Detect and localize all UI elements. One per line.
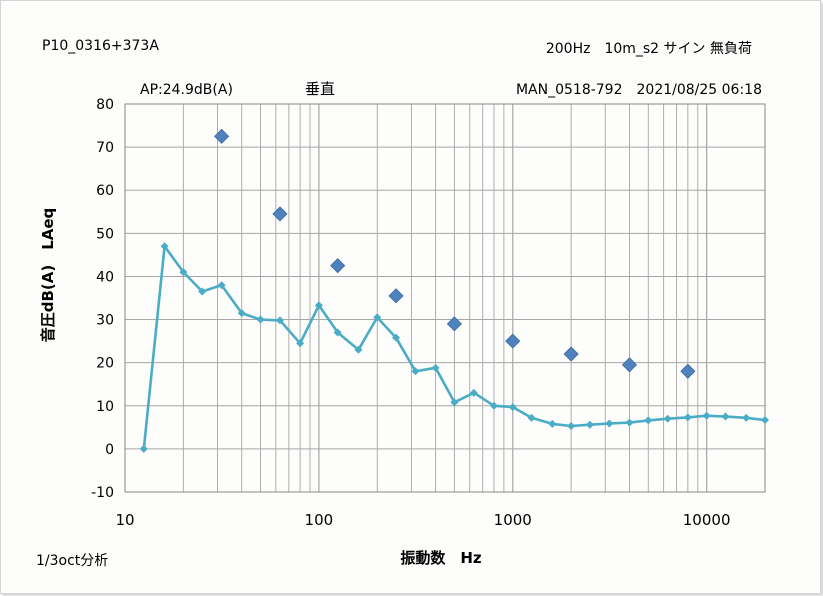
reference-point: [330, 258, 346, 274]
footer-left: 1/3oct分析: [36, 553, 108, 569]
series-point: [683, 413, 692, 422]
series-point: [314, 301, 323, 310]
x-tick-labels: 10 100 1000 10000: [115, 511, 730, 529]
series-point: [139, 444, 148, 453]
series-point: [450, 398, 459, 407]
series-point: [411, 367, 420, 376]
plot-area: [124, 103, 766, 493]
series-point: [585, 420, 594, 429]
series-point: [333, 328, 342, 337]
series-point: [237, 309, 246, 318]
reference-point: [621, 357, 638, 373]
reference-point: [563, 346, 579, 362]
series-point: [663, 414, 672, 423]
header-sub-mid: 垂直: [305, 80, 335, 98]
series-point: [527, 413, 536, 422]
y-tick-label: -10: [91, 485, 114, 501]
y-tick-label: 60: [96, 183, 114, 199]
reference-point: [388, 288, 404, 304]
series-point: [702, 411, 711, 420]
reference-point: [680, 363, 696, 379]
series-point: [392, 333, 401, 342]
series-point: [508, 403, 517, 412]
y-tick-label: 80: [96, 97, 114, 113]
header-top-left: P10_0316+373A: [42, 38, 159, 54]
series-point: [373, 313, 382, 322]
series-point: [548, 419, 557, 428]
reference-point: [446, 316, 462, 332]
header-top-right: 200Hz 10m_s2 サイン 無負荷: [546, 41, 752, 57]
series-point: [742, 413, 751, 422]
series-point: [296, 339, 305, 348]
series-point: [217, 281, 226, 290]
series-point: [605, 419, 614, 428]
series-layer: [139, 128, 769, 453]
y-tick-label: 70: [96, 140, 114, 156]
x-tick-label: 10: [115, 511, 134, 529]
series-point: [431, 363, 440, 372]
y-tick-label: 50: [96, 226, 114, 242]
y-tick-labels: -10 0 10 20 30 40 50 60 70 80: [91, 97, 114, 501]
y-grid: [125, 103, 765, 493]
y-tick-label: 30: [96, 313, 114, 329]
header-sub-right: MAN_0518-792 2021/08/25 06:18: [516, 82, 762, 98]
y-tick-label: 0: [105, 442, 114, 458]
series-point: [567, 422, 576, 431]
series-point: [256, 315, 265, 324]
series-point: [489, 401, 498, 410]
x-axis-label: 振動数 Hz: [400, 549, 482, 567]
series-point: [721, 412, 730, 421]
reference-point: [505, 333, 521, 349]
reference-point: [272, 206, 288, 222]
series-point: [198, 287, 207, 296]
series-point: [275, 316, 284, 325]
x-tick-label: 10000: [683, 511, 731, 529]
y-axis-label: 音圧dB(A) LAeq: [39, 208, 57, 343]
series-point: [469, 388, 478, 397]
reference-point: [214, 128, 230, 144]
y-tick-label: 10: [96, 399, 114, 415]
header-sub-left: AP:24.9dB(A): [140, 82, 233, 98]
x-tick-label: 100: [305, 511, 334, 529]
x-grid: [182, 104, 708, 492]
series-point: [761, 416, 769, 425]
series-point: [160, 242, 169, 251]
x-tick-label: 1000: [494, 511, 532, 529]
series-point: [625, 418, 634, 427]
y-tick-label: 20: [96, 356, 114, 372]
series-point: [644, 416, 653, 425]
series-point: [354, 345, 363, 354]
y-tick-label: 40: [96, 269, 114, 285]
series-point: [179, 268, 188, 277]
